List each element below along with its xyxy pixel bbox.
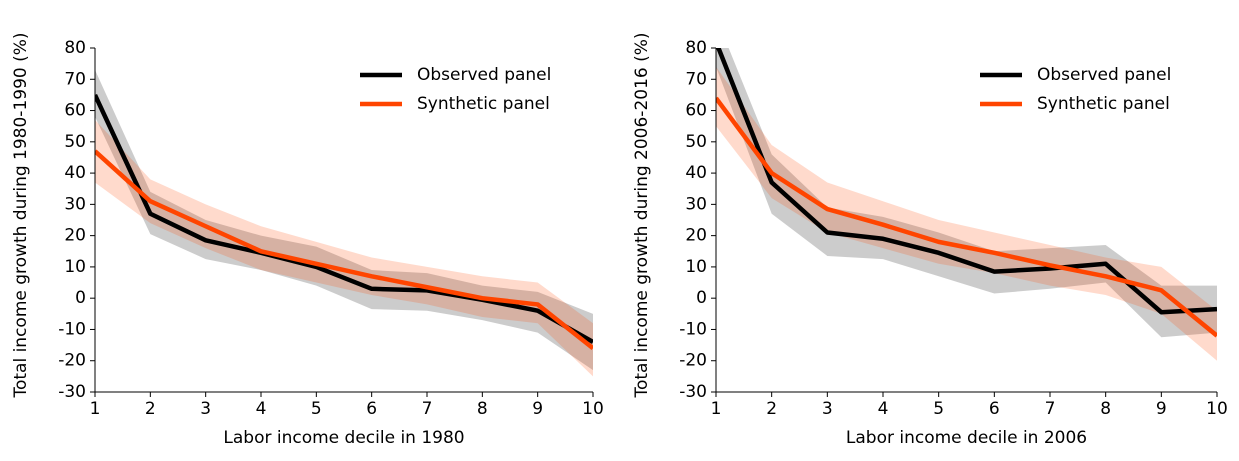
- y-tick-label: 80: [685, 38, 707, 58]
- x-tick-label: 9: [1156, 399, 1167, 419]
- x-tick-label: 1: [90, 399, 101, 419]
- y-tick-label: 40: [685, 163, 707, 183]
- y-tick-label: 70: [685, 69, 707, 89]
- y-tick-label: 0: [696, 288, 707, 308]
- y-tick-label: -30: [58, 382, 86, 402]
- y-tick-label: 40: [64, 163, 86, 183]
- y-tick-label: -20: [58, 351, 86, 371]
- legend-label: Observed panel: [417, 65, 551, 85]
- y-tick-label: -30: [679, 382, 707, 402]
- x-tick-label: 3: [200, 399, 211, 419]
- y-tick-label: 20: [685, 226, 707, 246]
- y-tick-label: -10: [679, 319, 707, 339]
- y-axis-label: Total income growth during 2006-2016 (%): [632, 32, 652, 398]
- x-tick-label: 10: [582, 399, 604, 419]
- x-axis-label: Labor income decile in 2006: [846, 428, 1087, 448]
- x-tick-label: 10: [1206, 399, 1228, 419]
- y-tick-label: 60: [685, 101, 707, 121]
- y-tick-label: 80: [64, 38, 86, 58]
- confidence-band: [95, 119, 593, 377]
- y-axis-label: Total income growth during 1980-1990 (%): [11, 32, 31, 398]
- x-tick-label: 7: [422, 399, 433, 419]
- confidence-band: [716, 66, 1217, 361]
- x-tick-label: 6: [366, 399, 377, 419]
- series-line: [716, 96, 1217, 338]
- x-tick-label: 4: [256, 399, 267, 419]
- y-tick-label: 60: [64, 101, 86, 121]
- x-axis-label: Labor income decile in 1980: [223, 428, 464, 448]
- legend-label: Synthetic panel: [1037, 94, 1170, 114]
- plot-area: [95, 69, 593, 377]
- x-tick-label: 5: [311, 399, 322, 419]
- y-tick-label: 20: [64, 226, 86, 246]
- y-tick-label: -20: [679, 351, 707, 371]
- x-tick-label: 1: [711, 399, 722, 419]
- y-tick-label: 30: [64, 194, 86, 214]
- y-tick-label: -10: [58, 319, 86, 339]
- y-tick-label: 0: [75, 288, 86, 308]
- legend-label: Observed panel: [1037, 65, 1171, 85]
- x-tick-label: 3: [822, 399, 833, 419]
- y-tick-label: 50: [685, 132, 707, 152]
- plot-area: [716, 48, 1217, 361]
- y-tick-label: 50: [64, 132, 86, 152]
- x-tick-label: 8: [477, 399, 488, 419]
- series-line: [95, 149, 593, 350]
- y-tick-label: 10: [685, 257, 707, 277]
- x-tick-label: 4: [878, 399, 889, 419]
- series-line: [716, 48, 1217, 315]
- series-line: [95, 93, 593, 344]
- y-tick-label: 30: [685, 194, 707, 214]
- x-tick-label: 6: [989, 399, 1000, 419]
- y-tick-label: 70: [64, 69, 86, 89]
- x-tick-label: 9: [532, 399, 543, 419]
- y-tick-label: 10: [64, 257, 86, 277]
- x-tick-label: 5: [933, 399, 944, 419]
- x-tick-label: 8: [1100, 399, 1111, 419]
- x-tick-label: 2: [145, 399, 156, 419]
- legend-label: Synthetic panel: [417, 94, 550, 114]
- x-tick-label: 7: [1045, 399, 1056, 419]
- x-tick-label: 2: [766, 399, 777, 419]
